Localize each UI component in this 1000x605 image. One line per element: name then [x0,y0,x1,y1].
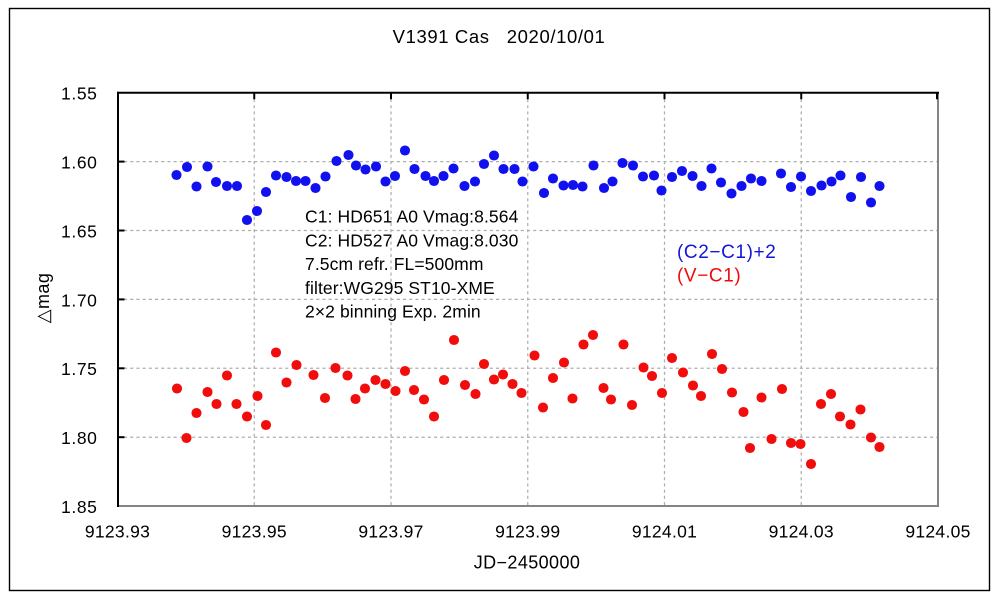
svg-text:JD−2450000: JD−2450000 [474,553,581,573]
svg-text:filter:WG295 ST10-XME: filter:WG295 ST10-XME [305,278,495,298]
svg-text:1.75: 1.75 [61,359,97,379]
svg-text:9124.05: 9124.05 [905,522,970,542]
svg-text:1.70: 1.70 [61,290,97,310]
svg-text:7.5cm refr. FL=500mm: 7.5cm refr. FL=500mm [305,254,484,274]
svg-text:1.80: 1.80 [61,428,97,448]
svg-text:2×2 binning Exp. 2min: 2×2 binning Exp. 2min [305,302,481,322]
svg-text:V1391 Cas 2020/10/01: V1391 Cas 2020/10/01 [393,26,606,47]
svg-text:9123.97: 9123.97 [358,522,423,542]
svg-text:C1: HD651 A0 Vmag:8.564: C1: HD651 A0 Vmag:8.564 [305,207,519,227]
svg-text:C2: HD527 A0 Vmag:8.030: C2: HD527 A0 Vmag:8.030 [305,230,519,250]
svg-text:1.60: 1.60 [61,153,97,173]
svg-text:9124.01: 9124.01 [632,522,697,542]
svg-text:△mag: △mag [33,273,53,323]
svg-text:9123.93: 9123.93 [85,522,150,542]
svg-text:9123.99: 9123.99 [495,522,560,542]
svg-text:(V−C1): (V−C1) [677,266,741,287]
svg-text:(C2−C1)+2: (C2−C1)+2 [677,242,776,263]
svg-text:9124.03: 9124.03 [769,522,834,542]
svg-text:1.55: 1.55 [61,84,97,104]
svg-text:1.85: 1.85 [61,497,97,517]
svg-text:9123.95: 9123.95 [222,522,287,542]
svg-text:1.65: 1.65 [61,221,97,241]
